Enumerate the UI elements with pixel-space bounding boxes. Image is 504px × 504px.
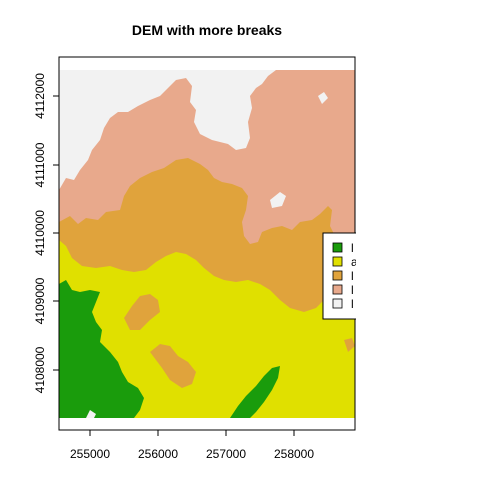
- y-tick-label: 4111000: [33, 142, 47, 187]
- legend-swatch-1: [332, 242, 343, 253]
- x-tick-label: 256000: [138, 447, 178, 461]
- legend-label-5: l: [351, 297, 354, 311]
- legend-label-3: l: [351, 269, 354, 283]
- legend-label-1: l: [351, 241, 354, 255]
- legend-swatch-3: [332, 270, 343, 281]
- x-tick-label: 257000: [206, 447, 246, 461]
- legend-label-4: l: [351, 283, 354, 297]
- x-axis: 255000 256000 257000 258000: [70, 430, 314, 461]
- x-tick-label: 255000: [70, 447, 110, 461]
- legend-label-2: a: [351, 255, 358, 269]
- legend-swatch-4: [332, 284, 343, 295]
- map-title: DEM with more breaks: [132, 22, 282, 38]
- legend-swatch-2: [332, 256, 343, 267]
- raster-map: [59, 70, 355, 418]
- y-tick-label: 4112000: [33, 73, 47, 119]
- y-axis: 4108000 4109000 4110000 4111000 4112000: [33, 73, 59, 393]
- legend-swatch-5: [332, 298, 343, 309]
- x-tick-label: 258000: [274, 447, 314, 461]
- y-tick-label: 4109000: [33, 277, 47, 324]
- raster-class-2: [59, 240, 355, 418]
- y-tick-label: 4108000: [33, 346, 47, 393]
- raster-class-1: [59, 280, 144, 418]
- y-tick-label: 4110000: [33, 210, 47, 256]
